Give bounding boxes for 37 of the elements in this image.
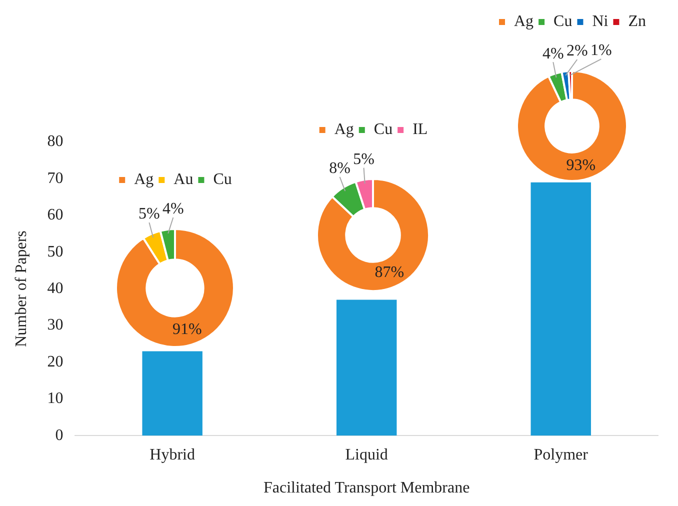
y-tick-label: 0	[55, 426, 64, 444]
y-tick-label: 30	[47, 316, 64, 334]
legend-label: Zn	[628, 13, 646, 30]
legend-label: Cu	[374, 121, 393, 138]
legend-label: IL	[412, 121, 428, 138]
y-axis-title: Number of Papers	[12, 230, 30, 348]
bar	[336, 300, 397, 436]
data-label: 91%	[172, 321, 202, 338]
data-label: 4%	[542, 45, 564, 62]
legend-label: Ag	[514, 13, 534, 30]
y-tick-label: 50	[47, 243, 64, 260]
data-label: 2%	[566, 42, 588, 60]
x-axis-title: Facilitated Transport Membrane	[264, 480, 470, 497]
x-tick-label: Liquid	[345, 446, 388, 464]
data-label: 5%	[353, 150, 374, 168]
data-label: 93%	[566, 156, 596, 174]
legend-label: Ag	[134, 171, 154, 188]
legend-label: Cu	[213, 171, 232, 188]
bar	[530, 182, 591, 436]
legend-label: Ni	[592, 13, 609, 30]
legend-label: Ag	[334, 121, 354, 138]
data-label: 1%	[590, 42, 612, 60]
y-tick-label: 40	[47, 280, 64, 298]
x-tick-label: Hybrid	[150, 446, 195, 464]
y-tick-label: 80	[47, 133, 64, 150]
data-label: 8%	[329, 160, 350, 178]
bar	[142, 351, 202, 436]
data-label: 87%	[374, 264, 404, 282]
legend-label: Cu	[554, 13, 572, 30]
data-label: 5%	[138, 206, 160, 223]
y-tick-label: 20	[47, 353, 64, 370]
x-tick-label: Polymer	[534, 446, 589, 464]
y-tick-label: 10	[47, 390, 64, 408]
y-tick-label: 60	[47, 206, 64, 224]
data-label: 4%	[162, 200, 184, 218]
y-tick-label: 70	[47, 170, 64, 187]
legend-label: Au	[174, 171, 194, 188]
